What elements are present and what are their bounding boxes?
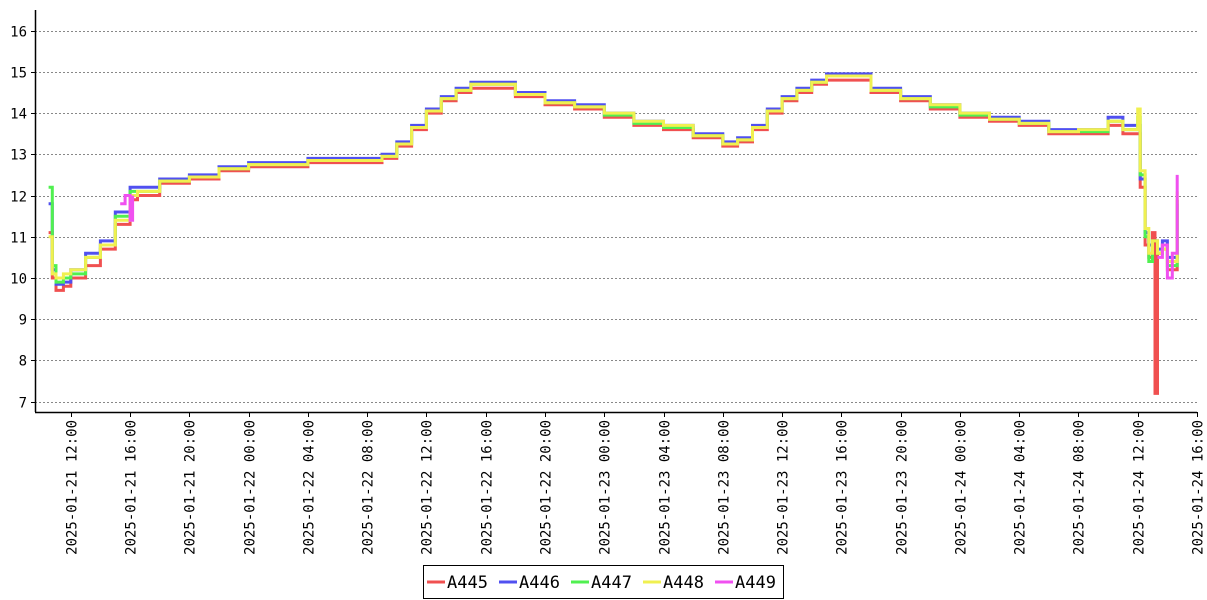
series-lines xyxy=(48,72,1179,395)
axes xyxy=(31,10,1198,417)
x-tick-label: 2025-01-24 12:00 xyxy=(1132,420,1148,555)
legend-label: A447 xyxy=(591,573,632,593)
x-tick-label: 2025-01-22 16:00 xyxy=(480,420,496,555)
series-line-a448 xyxy=(48,74,1179,280)
x-tick-label: 2025-01-22 08:00 xyxy=(361,420,377,555)
x-tick-label: 2025-01-22 00:00 xyxy=(243,420,259,555)
x-tick-label: 2025-01-24 04:00 xyxy=(1013,420,1029,555)
x-tick-label: 2025-01-21 16:00 xyxy=(124,420,140,555)
x-tick-label: 2025-01-23 08:00 xyxy=(717,420,733,555)
legend-label: A449 xyxy=(735,573,776,593)
x-tick-label: 2025-01-22 04:00 xyxy=(302,420,318,555)
x-tick-label: 2025-01-24 00:00 xyxy=(954,420,970,555)
series-line-a449 xyxy=(120,174,1179,280)
legend-item-a448: A448 xyxy=(643,573,704,593)
x-tick-label: 2025-01-23 20:00 xyxy=(895,420,911,555)
y-tick-label: 10 xyxy=(10,272,27,288)
x-tick-label: 2025-01-24 16:00 xyxy=(1191,420,1207,555)
x-tick-label: 2025-01-23 00:00 xyxy=(598,420,614,555)
legend-label: A448 xyxy=(663,573,704,593)
y-tick-label: 11 xyxy=(10,231,27,247)
series-line-a445 xyxy=(48,78,1179,395)
legend-item-a447: A447 xyxy=(571,573,632,593)
y-tick-label: 14 xyxy=(10,107,27,123)
legend-label: A445 xyxy=(447,573,488,593)
y-tick-label: 8 xyxy=(19,354,27,370)
x-tick-label: 2025-01-24 08:00 xyxy=(1072,420,1088,555)
y-tick-label: 15 xyxy=(10,66,27,82)
x-tick-label: 2025-01-21 12:00 xyxy=(65,420,81,555)
y-tick-label: 16 xyxy=(10,25,27,41)
x-tick-label: 2025-01-23 16:00 xyxy=(835,420,851,555)
x-tick-label: 2025-01-22 12:00 xyxy=(420,420,436,555)
grid-lines xyxy=(35,31,1197,403)
y-tick-labels: 7 8 9 10 11 12 13 14 15 16 xyxy=(10,25,27,412)
y-tick-label: 9 xyxy=(19,313,27,329)
x-tick-labels: 2025-01-21 12:00 2025-01-21 16:00 2025-01-… xyxy=(65,420,1207,555)
x-tick-label: 2025-01-22 20:00 xyxy=(539,420,555,555)
legend-item-a449: A449 xyxy=(715,573,776,593)
y-tick-label: 7 xyxy=(19,396,27,412)
x-tick-label: 2025-01-23 04:00 xyxy=(658,420,674,555)
x-tick-label: 2025-01-21 20:00 xyxy=(183,420,199,555)
y-tick-label: 13 xyxy=(10,148,27,164)
legend-item-a446: A446 xyxy=(499,573,560,593)
legend-item-a445: A445 xyxy=(427,573,488,593)
x-tick-label: 2025-01-23 12:00 xyxy=(776,420,792,555)
legend: A445 A446 A447 A448 A449 xyxy=(423,565,784,599)
legend-label: A446 xyxy=(519,573,560,593)
y-tick-label: 12 xyxy=(10,190,27,206)
